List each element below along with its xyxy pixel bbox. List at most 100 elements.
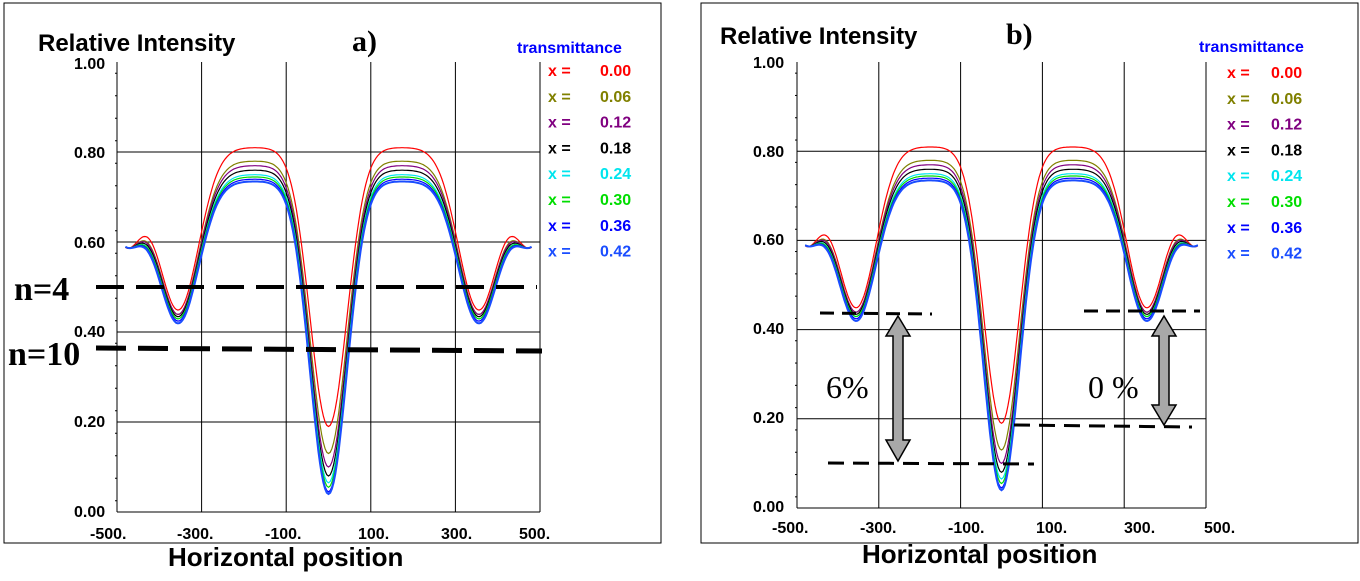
annotation-right-lower-line bbox=[1013, 423, 1193, 429]
legend-entry-value: 0.00 bbox=[1271, 65, 1302, 82]
legend-entry-value: 0.06 bbox=[1271, 91, 1302, 108]
x-tick-label: 100. bbox=[1036, 520, 1067, 537]
panel-b-y-tick-labels: 0.00 0.20 0.40 0.60 0.80 1.00 bbox=[753, 55, 784, 516]
y-tick-label: 0.80 bbox=[753, 144, 784, 161]
panel-a-label: a) bbox=[352, 25, 377, 58]
legend-entry-label: x = bbox=[548, 63, 571, 80]
y-tick-label: 0.20 bbox=[74, 414, 105, 431]
panel-b-title: Relative Intensity bbox=[720, 23, 918, 50]
legend-entry-label: x = bbox=[1227, 246, 1250, 263]
x-tick-label: -100. bbox=[948, 520, 984, 537]
panel-b-label: b) bbox=[1006, 18, 1033, 51]
panel-a-grid bbox=[115, 62, 541, 513]
legend-entry-value: 0.18 bbox=[1271, 142, 1302, 159]
series-line bbox=[125, 178, 532, 493]
legend-entry-label: x = bbox=[1227, 91, 1250, 108]
series-line bbox=[125, 169, 532, 477]
x-tick-label: 500. bbox=[519, 526, 550, 543]
series-line bbox=[804, 168, 1199, 474]
annotation-6-percent: 6% bbox=[826, 369, 869, 405]
y-tick-label: 0.60 bbox=[753, 232, 784, 249]
panel-a-xlabel: Horizontal position bbox=[168, 542, 403, 572]
legend-entry-value: 0.12 bbox=[600, 115, 631, 132]
legend-entry-value: 0.24 bbox=[1271, 168, 1302, 185]
legend-entry-value: 0.42 bbox=[1271, 246, 1302, 263]
annotation-0-percent: 0 % bbox=[1088, 369, 1139, 405]
panel-b-xlabel: Horizontal position bbox=[862, 539, 1097, 569]
panel-b-series bbox=[804, 146, 1199, 492]
legend-entry-value: 0.00 bbox=[600, 63, 631, 80]
annotation-n10-line bbox=[95, 345, 543, 354]
y-tick-label: 1.00 bbox=[74, 56, 105, 73]
legend-entry-label: x = bbox=[1227, 220, 1250, 237]
y-tick-label: 0.00 bbox=[753, 499, 784, 516]
y-tick-label: 0.40 bbox=[753, 321, 784, 338]
legend-entry-label: x = bbox=[548, 89, 571, 106]
panel-a: Relative Intensity a) transmittance Hori… bbox=[8, 25, 631, 572]
legend-entry-label: x = bbox=[548, 115, 571, 132]
panel-a-title: Relative Intensity bbox=[38, 30, 236, 57]
annotation-left-lower-line bbox=[827, 461, 1035, 466]
series-line bbox=[804, 173, 1199, 480]
legend-entry-value: 0.42 bbox=[600, 244, 631, 261]
x-tick-label: -500. bbox=[90, 526, 126, 543]
legend-entry-value: 0.24 bbox=[600, 166, 631, 183]
annotation-left-upper-line bbox=[819, 311, 933, 316]
panel-a-legend: x = 0.00 x = 0.06 x = 0.12 x = 0.18 x = 0.24 x = 0.… bbox=[548, 63, 631, 261]
legend-entry-label: x = bbox=[1227, 194, 1250, 211]
y-tick-label: 0.20 bbox=[753, 410, 784, 427]
series-line bbox=[125, 147, 532, 428]
x-tick-label: 300. bbox=[441, 526, 472, 543]
legend-entry-label: x = bbox=[548, 192, 571, 209]
x-tick-label: 100. bbox=[358, 526, 389, 543]
legend-entry-label: x = bbox=[1227, 117, 1250, 134]
legend-entry-label: x = bbox=[548, 218, 571, 235]
series-line bbox=[804, 177, 1199, 489]
series-line bbox=[125, 165, 532, 468]
y-tick-label: 1.00 bbox=[753, 55, 784, 72]
annotation-n4-label: n=4 bbox=[14, 271, 69, 308]
legend-entry-value: 0.12 bbox=[1271, 117, 1302, 134]
annotation-n10-label: n=10 bbox=[8, 336, 80, 373]
legend-entry-label: x = bbox=[548, 244, 571, 261]
x-tick-label: -300. bbox=[177, 526, 213, 543]
y-tick-label: 0.60 bbox=[74, 235, 105, 252]
panel-b-grid bbox=[795, 62, 1207, 509]
x-tick-label: -500. bbox=[772, 520, 808, 537]
legend-entry-value: 0.36 bbox=[600, 218, 631, 235]
x-tick-label: -100. bbox=[265, 526, 301, 543]
series-line bbox=[804, 179, 1199, 492]
x-tick-label: 500. bbox=[1204, 520, 1235, 537]
panel-b-frame bbox=[700, 2, 1359, 544]
series-line bbox=[804, 146, 1199, 425]
annotation-left-double-arrow bbox=[884, 314, 912, 463]
panel-b-legend: x = 0.00 x = 0.06 x = 0.12 x = 0.18 x = 0.24 x = 0.… bbox=[1227, 65, 1302, 263]
legend-entry-value: 0.30 bbox=[1271, 194, 1302, 211]
legend-entry-label: x = bbox=[548, 140, 571, 157]
legend-entry-label: x = bbox=[548, 166, 571, 183]
panel-a-series bbox=[125, 147, 532, 496]
panel-a-legend-title: transmittance bbox=[517, 40, 622, 57]
panel-a-frame bbox=[3, 2, 662, 544]
y-tick-label: 0.00 bbox=[74, 504, 105, 521]
legend-entry-value: 0.30 bbox=[600, 192, 631, 209]
panel-a-x-tick-labels: -500. -300. -100. 100. 300. 500. bbox=[90, 526, 550, 543]
legend-entry-label: x = bbox=[1227, 142, 1250, 159]
series-line bbox=[125, 174, 532, 484]
annotation-right-double-arrow bbox=[1150, 314, 1178, 427]
x-tick-label: -300. bbox=[860, 520, 896, 537]
panel-b-x-tick-labels: -500. -300. -100. 100. 300. 500. bbox=[772, 520, 1235, 537]
legend-entry-label: x = bbox=[1227, 65, 1250, 82]
legend-entry-label: x = bbox=[1227, 168, 1250, 185]
y-tick-label: 0.80 bbox=[74, 145, 105, 162]
x-tick-label: 300. bbox=[1124, 520, 1155, 537]
series-line bbox=[125, 180, 532, 496]
legend-entry-value: 0.36 bbox=[1271, 220, 1302, 237]
legend-entry-value: 0.18 bbox=[600, 140, 631, 157]
y-tick-label: 0.40 bbox=[74, 324, 105, 341]
series-line bbox=[804, 164, 1199, 465]
panel-a-y-tick-labels: 0.00 0.20 0.40 0.60 0.80 1.00 bbox=[74, 56, 105, 521]
panel-b-legend-title: transmittance bbox=[1199, 39, 1304, 56]
panel-b: Relative Intensity b) transmittance Hori… bbox=[720, 18, 1304, 569]
